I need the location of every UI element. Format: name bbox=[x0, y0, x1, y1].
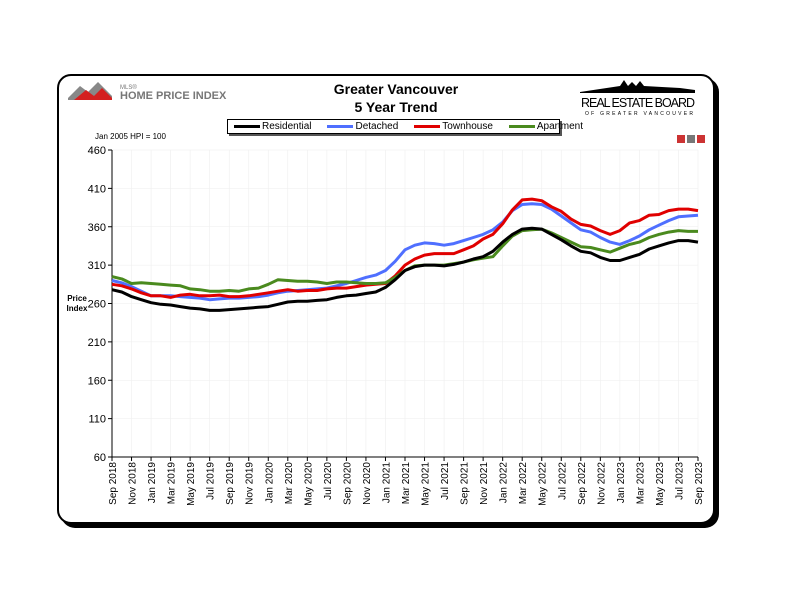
y-tick-label: 210 bbox=[88, 337, 106, 349]
x-tick-label: Jan 2020 bbox=[264, 462, 275, 504]
legend-swatch bbox=[508, 125, 535, 128]
y-tick-label: 360 bbox=[88, 222, 106, 234]
x-tick-label: Sep 2021 bbox=[460, 462, 471, 505]
svg-text:OF GREATER VANCOUVER: OF GREATER VANCOUVER bbox=[585, 111, 693, 117]
legend-item-townhouse: Townhouse bbox=[414, 121, 493, 132]
y-tick-label: 60 bbox=[94, 452, 106, 464]
y-tick-label: 460 bbox=[88, 145, 106, 157]
x-tick-label: Nov 2022 bbox=[596, 462, 607, 505]
y-tick-label: 160 bbox=[88, 375, 106, 387]
legend-label: Detached bbox=[355, 121, 399, 132]
legend-swatch bbox=[234, 125, 260, 128]
legend-swatch bbox=[327, 125, 354, 128]
x-tick-label: Jul 2019 bbox=[206, 462, 217, 500]
hpi-base-note: Jan 2005 HPI = 100 bbox=[95, 132, 166, 141]
legend-swatch bbox=[414, 125, 441, 128]
x-tick-label: Jan 2022 bbox=[499, 462, 510, 504]
x-tick-label: Mar 2022 bbox=[518, 462, 529, 505]
x-tick-label: Nov 2020 bbox=[362, 462, 373, 505]
x-tick-label: Jul 2022 bbox=[557, 462, 568, 500]
x-tick-label: Mar 2020 bbox=[284, 462, 295, 505]
mls-icons bbox=[677, 135, 705, 143]
legend-item-apartment: Apartment bbox=[508, 121, 584, 132]
x-tick-label: Jul 2021 bbox=[440, 462, 451, 500]
x-tick-label: Nov 2021 bbox=[479, 462, 490, 505]
x-tick-label: Mar 2021 bbox=[401, 462, 412, 505]
mls-hpi-logo: MLS® HOME PRICE INDEX bbox=[68, 80, 233, 107]
legend: Residential Detached Townhouse Apartment bbox=[227, 119, 583, 134]
x-tick-label: Nov 2018 bbox=[128, 462, 139, 505]
x-tick-label: Sep 2019 bbox=[225, 462, 236, 505]
x-tick-label: May 2022 bbox=[538, 462, 549, 506]
legend-item-residential: Residential bbox=[234, 121, 311, 132]
rebgv-logo: REAL ESTATE BOARD OF GREATER VANCOUVER bbox=[580, 80, 700, 123]
series-line-townhouse bbox=[111, 197, 699, 299]
y-axis-label: Price Index bbox=[66, 294, 88, 313]
x-tick-label: Jan 2019 bbox=[147, 462, 158, 504]
x-tick-label: Mar 2019 bbox=[167, 462, 178, 505]
x-tick-label: Jan 2021 bbox=[381, 462, 392, 504]
x-tick-label: Sep 2022 bbox=[577, 462, 588, 505]
legend-label: Apartment bbox=[536, 121, 584, 132]
y-tick-label: 410 bbox=[88, 183, 106, 195]
legend-label: Residential bbox=[262, 121, 312, 132]
x-tick-label: Jul 2020 bbox=[323, 462, 334, 500]
chart-subtitle: 5 Year Trend bbox=[354, 99, 438, 115]
chart-frame bbox=[57, 74, 715, 524]
series-line-detached bbox=[111, 202, 699, 302]
x-tick-label: May 2020 bbox=[303, 462, 314, 506]
x-tick-label: Sep 2018 bbox=[108, 462, 119, 505]
x-tick-label: Nov 2019 bbox=[245, 462, 256, 505]
legend-label: Townhouse bbox=[442, 121, 493, 132]
y-tick-label: 110 bbox=[88, 414, 106, 426]
y-tick-label: 260 bbox=[88, 299, 106, 311]
x-tick-label: Mar 2023 bbox=[635, 462, 646, 505]
x-tick-label: May 2023 bbox=[655, 462, 666, 506]
x-tick-label: Sep 2020 bbox=[342, 462, 353, 505]
svg-text:MLS®: MLS® bbox=[120, 84, 137, 91]
y-tick-label: 310 bbox=[88, 260, 106, 272]
x-tick-label: May 2019 bbox=[186, 462, 197, 506]
x-tick-label: Jan 2023 bbox=[616, 462, 627, 504]
legend-item-detached: Detached bbox=[327, 121, 398, 132]
chart-title: Greater Vancouver bbox=[333, 81, 459, 97]
x-tick-label: Jul 2023 bbox=[674, 462, 685, 500]
x-tick-label: Sep 2023 bbox=[694, 462, 705, 505]
svg-text:HOME PRICE INDEX: HOME PRICE INDEX bbox=[120, 90, 227, 102]
svg-text:REAL ESTATE BOARD: REAL ESTATE BOARD bbox=[581, 96, 695, 110]
series-line-residential bbox=[111, 226, 699, 312]
x-tick-label: May 2021 bbox=[421, 462, 432, 506]
